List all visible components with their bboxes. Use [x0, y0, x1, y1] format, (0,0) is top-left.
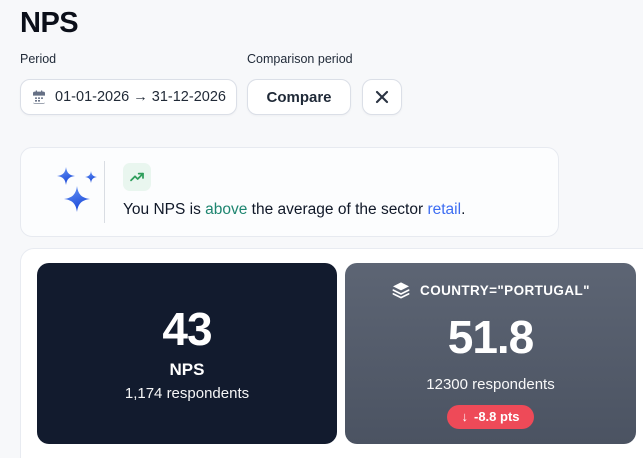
sector-link[interactable]: retail: [427, 201, 462, 218]
clear-comparison-button[interactable]: [362, 79, 402, 115]
date-range-button[interactable]: 01-01-2026 → 31-12-2026: [20, 79, 237, 115]
delta-value: -8.8 pts: [473, 409, 520, 424]
page-title: NPS: [20, 7, 79, 39]
calendar-icon: [31, 89, 47, 105]
insight-banner: You NPS is above the average of the sect…: [20, 147, 559, 237]
nps-respondents: 1,174 respondents: [124, 384, 250, 402]
delta-badge: ↓ -8.8 pts: [447, 405, 534, 429]
comparison-period-label: Comparison period: [247, 52, 353, 66]
nps-value: 43: [162, 302, 212, 355]
insight-suffix: .: [461, 201, 466, 218]
insight-comparison-word: above: [205, 201, 248, 218]
period-label: Period: [20, 52, 57, 66]
close-icon: [374, 89, 390, 105]
nps-score-card: 43 NPS 1,174 respondents: [37, 263, 337, 444]
segment-respondents: 12300 respondents: [426, 376, 555, 393]
layers-icon: [391, 280, 411, 300]
segment-title: COUNTRY="PORTUGAL": [420, 282, 590, 298]
insight-prefix: You NPS is: [123, 201, 206, 218]
insight-message: You NPS is above the average of the sect…: [123, 201, 465, 219]
compare-button[interactable]: Compare: [247, 79, 351, 115]
trending-up-icon: [123, 163, 151, 191]
insight-middle: the average of the sector: [247, 201, 428, 218]
banner-divider: [104, 161, 105, 223]
segment-value: 51.8: [447, 311, 535, 363]
sparkles-icon: [53, 165, 101, 222]
date-range-value: 01-01-2026 → 31-12-2026: [55, 89, 226, 105]
arrow-down-icon: ↓: [461, 409, 468, 424]
segment-header: COUNTRY="PORTUGAL": [391, 280, 590, 300]
segment-comparison-card: COUNTRY="PORTUGAL" 51.8 12300 respondent…: [345, 263, 636, 444]
summary-panel: 43 NPS 1,174 respondents COUNTRY="PORTUG…: [20, 248, 643, 458]
nps-label: NPS: [169, 359, 205, 379]
